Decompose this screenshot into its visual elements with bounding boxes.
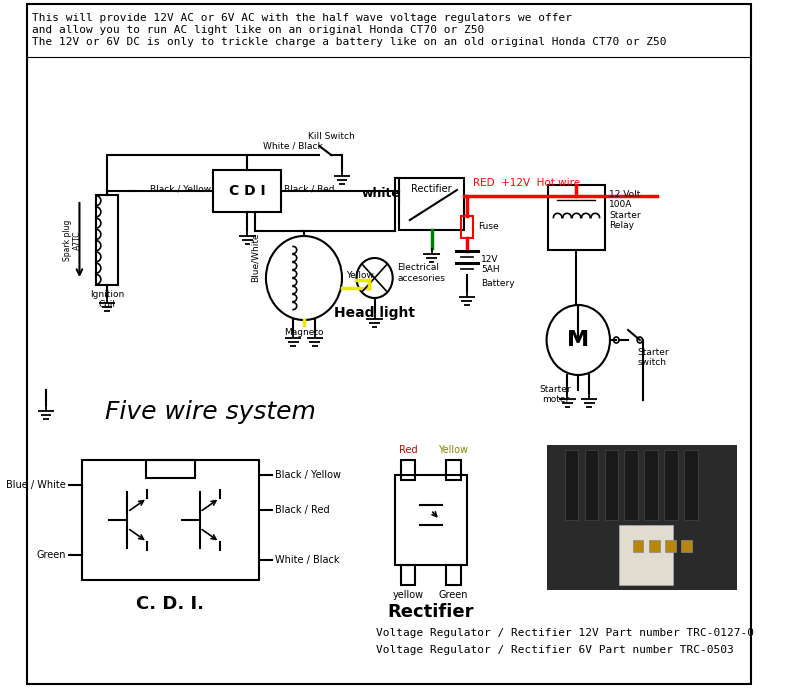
- Text: RED  +12V  Hot wire: RED +12V Hot wire: [473, 178, 580, 188]
- Text: M: M: [567, 330, 589, 350]
- Text: Five wire system: Five wire system: [105, 400, 316, 424]
- Text: Black / Red: Black / Red: [284, 185, 335, 194]
- Text: Battery: Battery: [481, 279, 515, 288]
- Text: 12 Volt
100A
Starter
Relay: 12 Volt 100A Starter Relay: [609, 190, 641, 230]
- Bar: [400, 460, 415, 480]
- Bar: [146, 460, 195, 478]
- Text: Starter
switch: Starter switch: [637, 348, 669, 367]
- Text: White / Black: White / Black: [275, 555, 340, 565]
- Text: Rectifier: Rectifier: [411, 184, 452, 194]
- Bar: [399, 178, 464, 230]
- Text: Green: Green: [36, 550, 66, 560]
- Text: C. D. I.: C. D. I.: [137, 595, 205, 613]
- Text: Black / Red: Black / Red: [275, 505, 329, 515]
- Bar: [446, 565, 460, 585]
- Text: white: white: [362, 187, 400, 200]
- Bar: [664, 450, 678, 520]
- Text: Spark plug
A7TC: Spark plug A7TC: [62, 219, 82, 260]
- Text: This will provide 12V AC or 6V AC with the half wave voltage regulators we offer: This will provide 12V AC or 6V AC with t…: [32, 13, 573, 23]
- Bar: [395, 475, 467, 565]
- Bar: [400, 565, 415, 585]
- Bar: [585, 450, 598, 520]
- Text: Blue/White: Blue/White: [250, 232, 259, 282]
- Text: 12V
5AH: 12V 5AH: [481, 255, 500, 274]
- Bar: [214, 170, 282, 212]
- Bar: [633, 540, 643, 552]
- Bar: [619, 525, 673, 585]
- Text: Magneto: Magneto: [284, 328, 324, 337]
- Text: White / Black: White / Black: [263, 141, 323, 150]
- Text: Electrical
accesories: Electrical accesories: [397, 263, 445, 282]
- Text: Kill Switch: Kill Switch: [307, 132, 354, 141]
- Bar: [665, 540, 676, 552]
- Bar: [684, 450, 698, 520]
- Bar: [460, 216, 473, 238]
- Bar: [604, 450, 618, 520]
- Bar: [625, 450, 638, 520]
- Text: Voltage Regulator / Rectifier 6V Part number TRC-0503: Voltage Regulator / Rectifier 6V Part nu…: [376, 645, 734, 655]
- Bar: [549, 185, 604, 250]
- Text: Rectifier: Rectifier: [388, 603, 474, 621]
- Text: Voltage Regulator / Rectifier 12V Part number TRC-0127-0: Voltage Regulator / Rectifier 12V Part n…: [376, 628, 755, 638]
- Bar: [645, 450, 658, 520]
- Text: Yellow: Yellow: [346, 271, 375, 280]
- Bar: [565, 450, 578, 520]
- Bar: [681, 540, 693, 552]
- Text: Red: Red: [399, 445, 417, 455]
- Bar: [446, 460, 460, 480]
- Text: Head light: Head light: [334, 306, 415, 320]
- Text: C D I: C D I: [229, 184, 265, 198]
- Text: Ignition
Coil: Ignition Coil: [90, 290, 125, 309]
- Bar: [547, 445, 737, 590]
- Text: Fuse: Fuse: [478, 221, 498, 231]
- Text: yellow: yellow: [392, 590, 424, 600]
- Text: Black / Yellow: Black / Yellow: [275, 470, 341, 480]
- Text: Black / Yellow: Black / Yellow: [150, 185, 210, 194]
- Bar: [649, 540, 660, 552]
- Bar: [95, 195, 118, 285]
- Text: Blue / White: Blue / White: [6, 480, 66, 490]
- Text: Green: Green: [438, 590, 468, 600]
- Text: Yellow: Yellow: [438, 445, 468, 455]
- Text: Starter
moter: Starter moter: [540, 385, 571, 404]
- Bar: [83, 460, 259, 580]
- Text: and allow you to run AC light like on an original Honda CT70 or Z50: and allow you to run AC light like on an…: [32, 25, 485, 35]
- Text: The 12V or 6V DC is only to trickle charge a battery like on an old original Hon: The 12V or 6V DC is only to trickle char…: [32, 37, 667, 47]
